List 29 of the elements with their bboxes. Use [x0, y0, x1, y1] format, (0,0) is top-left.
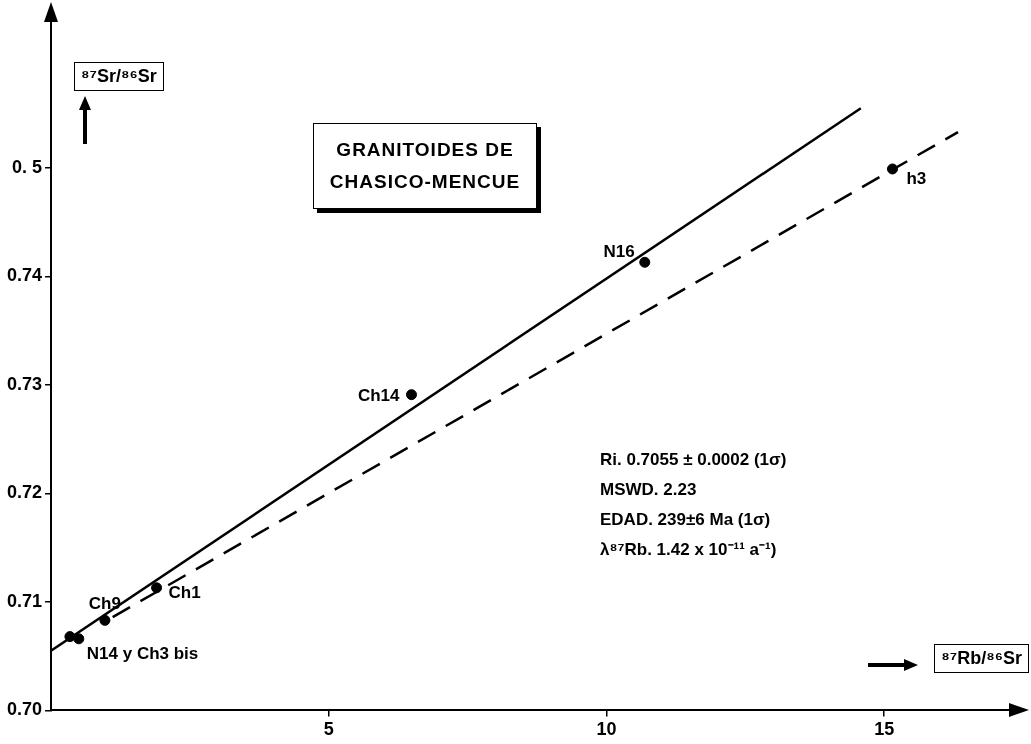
annotation: λ⁸⁷Rb. 1.42 x 10⁻¹¹ a⁻¹) — [600, 539, 778, 561]
point — [151, 582, 163, 594]
y-tick-label: 0.74 — [6, 265, 43, 286]
x-tick-label: 5 — [323, 719, 334, 740]
annotation: N16 — [603, 241, 635, 261]
annotation: Ch9 — [88, 594, 121, 614]
y-tick-label: 0.70 — [6, 699, 43, 720]
y-tick-label: 0. 5 — [12, 156, 43, 177]
y-tick-label: 0.72 — [6, 482, 43, 503]
annotation: MSWD. 2.23 — [600, 479, 698, 501]
point — [99, 614, 111, 626]
point — [73, 633, 85, 645]
x-tick-label: 15 — [874, 719, 895, 740]
y-axis-title: ⁸⁷Sr/⁸⁶Sr — [74, 62, 164, 91]
y-tick-label: 0.71 — [6, 590, 43, 611]
point — [64, 631, 76, 643]
annotation: N14 y Ch3 bis — [86, 644, 199, 664]
annotation: Ch1 — [168, 583, 201, 603]
y-tick-label: 0.73 — [6, 373, 43, 394]
annotation: Ri. 0.7055 ± 0.0002 (1σ) — [600, 449, 787, 471]
point — [639, 256, 651, 268]
point — [886, 163, 898, 175]
annotation: EDAD. 239±6 Ma (1σ) — [600, 509, 772, 531]
x-axis-title: ⁸⁷Rb/⁸⁶Sr — [934, 644, 1029, 673]
point — [405, 389, 417, 401]
annotation: Ch14 — [357, 386, 401, 406]
x-tick-label: 10 — [596, 719, 617, 740]
annotation: h3 — [906, 168, 927, 188]
text: GRANITOIDES DE CHASICO-MENCUE — [313, 123, 537, 209]
